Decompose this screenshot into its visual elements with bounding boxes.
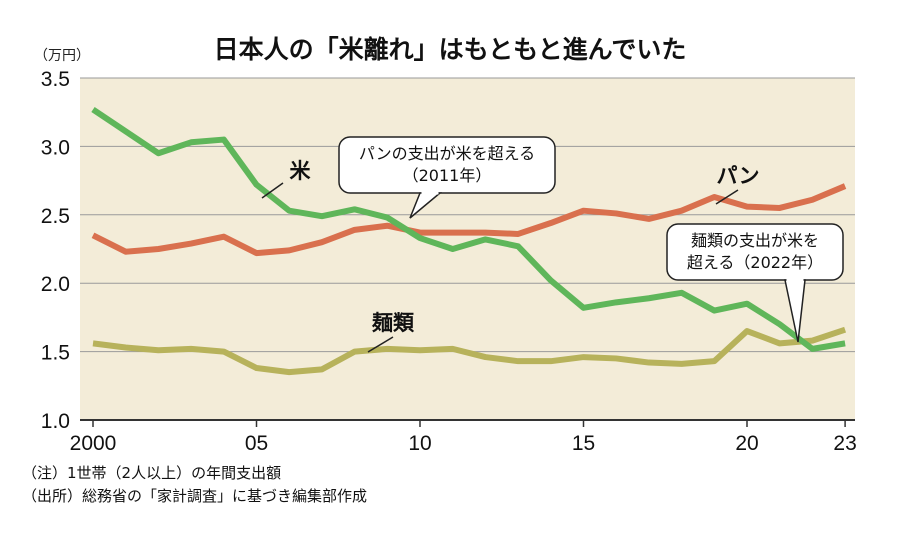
chart-title: 日本人の「米離れ」はもともと進んでいた [214,35,687,64]
x-tick-label: 15 [572,432,595,455]
callout-text: パンの支出が米を超える [359,144,535,163]
series-label-leader [715,189,739,205]
axis-ticks: 1.0 1.5 2.0 2.5 3.0 3.5 2000 05 10 15 20 23 [41,68,857,455]
note-line: （注）1世帯（2人以上）の年間支出額 [22,464,281,482]
callout-text: 超える（2022年） [687,253,823,272]
callout-text: （2011年） [403,166,492,185]
series-line-bread [91,183,847,257]
y-tick-label: 3.5 [41,68,70,91]
callout-box [338,136,556,194]
x-tick-label: 20 [735,432,758,455]
source-line: （出所）総務省の「家計調査」に基づき編集部作成 [22,487,367,505]
x-tick-label: 10 [408,432,431,455]
y-tick-label: 2.5 [41,205,70,228]
x-tick-label: 23 [833,432,856,455]
callout-text: 麺類の支出が米を [691,231,819,250]
series-line-noodles [92,326,847,376]
series-label-leader [367,336,394,353]
series-label: 米 [290,159,312,183]
y-tick-label: 3.0 [41,136,70,159]
unit-label: （万円） [34,48,90,64]
series-label-leader [261,182,284,199]
series-label: 麺類 [371,311,415,335]
y-tick-label: 1.5 [41,342,70,365]
series-line-rice [91,106,846,352]
y-tick-label: 1.0 [41,410,70,433]
x-tick-label: 05 [245,432,268,455]
y-tick-label: 2.0 [41,273,70,296]
callout-box [666,223,844,281]
series-label: パン [716,164,759,188]
x-tick-label: 2000 [70,432,117,455]
